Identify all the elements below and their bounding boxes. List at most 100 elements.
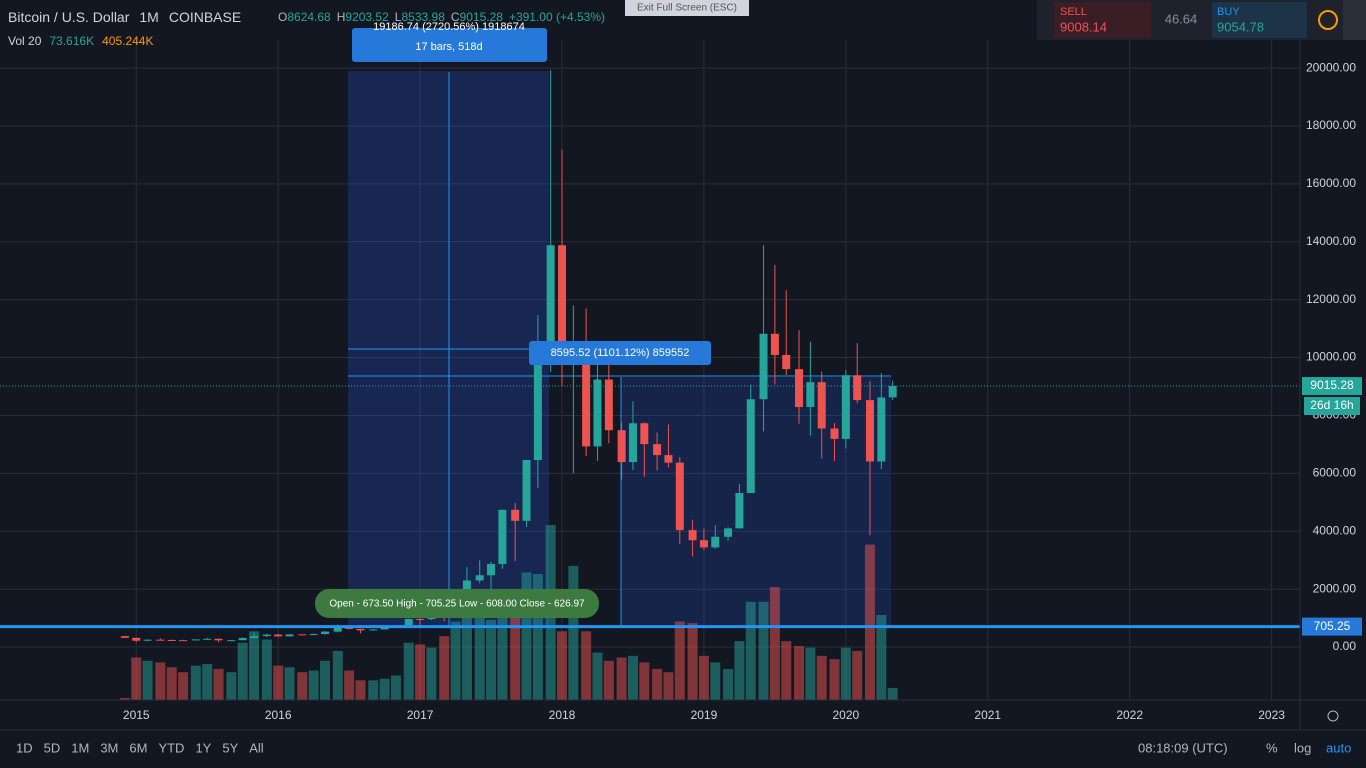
range-button[interactable]: 1M: [71, 740, 89, 755]
y-tick-label: 6000.00: [1313, 466, 1357, 480]
l-label: L: [395, 10, 402, 24]
candle-body: [888, 386, 897, 398]
volume-bar: [261, 639, 272, 700]
y-tick-label: 12000.00: [1306, 292, 1356, 306]
candle-body: [617, 430, 626, 463]
log-button[interactable]: log: [1294, 740, 1311, 755]
y-tick-label: 0.00: [1333, 639, 1357, 653]
volume-bar: [474, 613, 485, 700]
candle-body: [298, 634, 307, 636]
candle-body: [653, 444, 662, 456]
volume-bar: [745, 601, 756, 700]
buy-price[interactable]: 9054.78: [1217, 19, 1264, 34]
volume-bar: [426, 647, 437, 700]
volume-bar: [687, 623, 698, 700]
x-tick-label: 2018: [549, 708, 576, 722]
info-icon[interactable]: [1318, 10, 1338, 30]
candle-body: [214, 638, 223, 641]
buy-button[interactable]: [1212, 2, 1307, 38]
x-tick-label: 2019: [691, 708, 718, 722]
exchange: COINBASE: [169, 9, 241, 25]
settings-icon[interactable]: [1327, 710, 1339, 722]
volume-bar: [532, 574, 543, 700]
volume-bar: [461, 601, 472, 700]
candle-body: [227, 640, 236, 642]
volume-bar: [119, 698, 130, 700]
vol-ma: 405.244K: [102, 34, 153, 48]
candle-body: [699, 540, 708, 548]
volume-bar: [142, 660, 153, 700]
volume-bar: [166, 667, 177, 700]
volume-bar: [710, 662, 721, 700]
volume-bar: [769, 587, 780, 700]
axes: 0.002000.004000.006000.008000.0010000.00…: [123, 60, 1356, 722]
volume-bar: [674, 621, 685, 700]
x-tick-label: 2020: [832, 708, 859, 722]
buy-label[interactable]: BUY: [1217, 6, 1240, 18]
zoom-buttons[interactable]: [1343, 0, 1366, 40]
range-button[interactable]: 6M: [129, 740, 147, 755]
candle-body: [262, 634, 271, 637]
volume-bar: [829, 659, 840, 700]
ohlc: O8624.68 H9203.52 L8533.98 C9015.28 +391.00 …: [278, 10, 605, 24]
volume-bar: [840, 647, 851, 700]
range-button[interactable]: 1Y: [195, 740, 211, 755]
range-button[interactable]: 5D: [44, 740, 61, 755]
volume-bar: [308, 670, 319, 700]
last-price: 9015.28: [1310, 378, 1354, 392]
volume-bar: [876, 614, 887, 700]
volume-bar: [237, 642, 248, 700]
volume-bar: [403, 642, 414, 700]
volume-bar: [249, 631, 260, 700]
y-tick-label: 16000.00: [1306, 176, 1356, 190]
range-button[interactable]: All: [249, 740, 264, 755]
volume-bar: [887, 687, 898, 700]
last-price-tag: [1302, 377, 1362, 396]
sell-button[interactable]: [1054, 2, 1151, 38]
percent-button[interactable]: %: [1266, 740, 1278, 755]
overlay: 9015.28 705.25: [0, 377, 1362, 636]
candle-body: [604, 379, 613, 431]
candle-body: [179, 640, 188, 642]
auto-button[interactable]: auto: [1326, 740, 1351, 755]
candle-body: [132, 637, 141, 641]
range-button[interactable]: 5Y: [222, 740, 238, 755]
candle-body: [356, 628, 365, 631]
volume-bar: [320, 660, 330, 700]
change: +391.00 (+4.53%): [509, 10, 605, 24]
x-tick-label: 2021: [974, 708, 1001, 722]
candle-body: [250, 636, 259, 638]
range-button[interactable]: 1D: [16, 740, 33, 755]
volume-bar: [439, 636, 450, 700]
h-label: H: [337, 10, 346, 24]
candle-body: [770, 333, 779, 355]
volume-bar: [497, 605, 508, 700]
vol-name: Vol 20: [8, 34, 42, 48]
candle-body: [806, 382, 815, 408]
volume-bar: [616, 657, 627, 700]
candle-body: [511, 509, 520, 521]
y-tick-label: 18000.00: [1306, 118, 1356, 132]
volume-bar: [781, 641, 792, 700]
sell-price[interactable]: 9008.14: [1060, 19, 1107, 34]
volume-bar: [131, 657, 142, 700]
sell-label[interactable]: SELL: [1060, 6, 1087, 18]
countdown-tag: [1304, 397, 1360, 415]
volume-bar: [332, 650, 343, 700]
volume-bar: [816, 655, 827, 700]
candle-body: [664, 455, 673, 463]
candle-body: [817, 382, 826, 429]
range-button[interactable]: 3M: [100, 740, 118, 755]
candle-body: [841, 375, 850, 439]
volume-bar: [758, 601, 769, 700]
range-value: 19186.74 (2720.56%) 1918674: [373, 21, 525, 33]
fullscreen-button[interactable]: [625, 0, 749, 16]
y-tick-label: 14000.00: [1306, 234, 1356, 248]
range-button[interactable]: YTD: [158, 740, 184, 755]
fullscreen-label[interactable]: Exit Full Screen (ESC): [637, 3, 737, 14]
tooltip: [315, 589, 599, 618]
volume-bar: [450, 621, 461, 700]
volume-bar: [852, 650, 863, 700]
candle-body: [675, 462, 684, 531]
